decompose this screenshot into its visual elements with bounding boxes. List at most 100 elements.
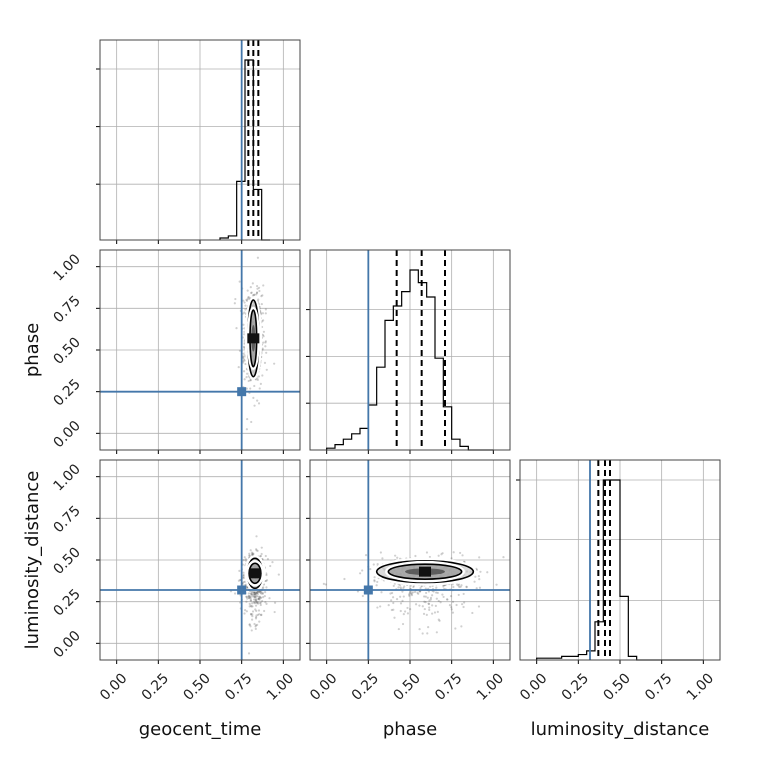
joint-panel-geocent_time-luminosity_distance bbox=[96, 459, 301, 664]
data-point bbox=[265, 368, 268, 371]
data-point bbox=[255, 609, 258, 612]
data-point bbox=[441, 593, 444, 596]
data-point bbox=[397, 627, 400, 631]
data-point bbox=[249, 599, 253, 602]
data-point bbox=[257, 298, 260, 301]
data-point bbox=[264, 591, 267, 594]
scatter-points bbox=[229, 535, 280, 655]
data-point bbox=[260, 592, 263, 595]
data-point bbox=[253, 293, 256, 296]
contour-line bbox=[387, 563, 463, 580]
data-point bbox=[361, 569, 364, 572]
data-point bbox=[431, 612, 434, 615]
data-point bbox=[376, 563, 379, 566]
marginal-histogram-phase bbox=[306, 249, 511, 454]
data-point bbox=[450, 608, 453, 611]
data-point bbox=[460, 625, 463, 628]
data-point bbox=[256, 549, 259, 552]
x-tick-label: 1.00 bbox=[684, 670, 717, 703]
truth-marker bbox=[237, 585, 247, 595]
x-tick-label: 0.50 bbox=[600, 670, 633, 703]
data-point bbox=[261, 587, 264, 590]
data-point bbox=[426, 632, 429, 635]
data-point bbox=[265, 579, 269, 582]
data-point bbox=[249, 597, 252, 600]
data-point bbox=[457, 583, 461, 586]
data-point bbox=[246, 597, 249, 600]
data-point bbox=[251, 282, 254, 285]
data-point bbox=[264, 579, 268, 583]
data-point bbox=[413, 590, 417, 594]
data-point bbox=[387, 604, 390, 607]
data-point bbox=[429, 585, 432, 588]
data-point bbox=[254, 594, 257, 597]
data-point bbox=[247, 594, 250, 597]
data-point bbox=[416, 591, 419, 594]
x-tick-label: 0.50 bbox=[390, 670, 423, 703]
data-point bbox=[263, 361, 267, 365]
data-point bbox=[255, 535, 258, 538]
data-point bbox=[437, 554, 440, 557]
data-point bbox=[410, 593, 414, 597]
data-point bbox=[262, 335, 265, 338]
data-point bbox=[406, 606, 409, 610]
data-point bbox=[249, 599, 252, 602]
data-point bbox=[381, 557, 384, 560]
data-point bbox=[254, 604, 258, 607]
data-point bbox=[256, 595, 259, 598]
data-point bbox=[254, 608, 257, 611]
data-point bbox=[264, 554, 267, 558]
data-point bbox=[255, 616, 258, 619]
data-point bbox=[265, 586, 268, 589]
data-point bbox=[495, 583, 498, 586]
data-point bbox=[234, 297, 237, 301]
data-point bbox=[250, 551, 254, 554]
data-point bbox=[261, 348, 264, 351]
data-point bbox=[251, 595, 254, 598]
data-point bbox=[263, 609, 266, 613]
data-point bbox=[251, 602, 254, 605]
data-point bbox=[253, 592, 256, 595]
data-point bbox=[243, 378, 246, 381]
data-point bbox=[423, 595, 426, 598]
x-axis-label-phase: phase bbox=[383, 719, 437, 740]
x-tick-label: 1.00 bbox=[474, 670, 507, 703]
data-point bbox=[249, 595, 252, 598]
data-point bbox=[418, 604, 421, 607]
data-point bbox=[249, 378, 252, 382]
data-point bbox=[250, 590, 253, 594]
data-point bbox=[244, 559, 247, 562]
data-point bbox=[402, 586, 405, 590]
data-point bbox=[460, 603, 464, 606]
data-point bbox=[269, 564, 272, 568]
data-point bbox=[392, 596, 395, 599]
data-point bbox=[250, 291, 253, 294]
data-point bbox=[254, 593, 257, 596]
data-point bbox=[380, 591, 383, 594]
data-point bbox=[414, 554, 417, 558]
data-point bbox=[261, 599, 264, 603]
data-point bbox=[392, 584, 395, 588]
data-point bbox=[258, 613, 261, 616]
data-point bbox=[259, 591, 262, 595]
data-point bbox=[427, 626, 430, 629]
data-point bbox=[255, 599, 258, 602]
data-point bbox=[401, 622, 405, 626]
data-point bbox=[434, 604, 437, 607]
data-point bbox=[260, 302, 263, 306]
data-point bbox=[249, 625, 252, 628]
data-point bbox=[247, 592, 250, 595]
data-point bbox=[425, 591, 428, 595]
histogram-step bbox=[219, 59, 270, 241]
data-point bbox=[258, 289, 261, 293]
data-point bbox=[254, 625, 257, 628]
data-point bbox=[259, 596, 262, 599]
data-point bbox=[432, 590, 435, 593]
data-point bbox=[409, 607, 412, 611]
data-point bbox=[245, 595, 248, 599]
data-point bbox=[249, 592, 252, 595]
data-point bbox=[258, 387, 261, 390]
data-point bbox=[256, 377, 259, 380]
data-point bbox=[271, 561, 274, 564]
data-point bbox=[242, 352, 245, 355]
